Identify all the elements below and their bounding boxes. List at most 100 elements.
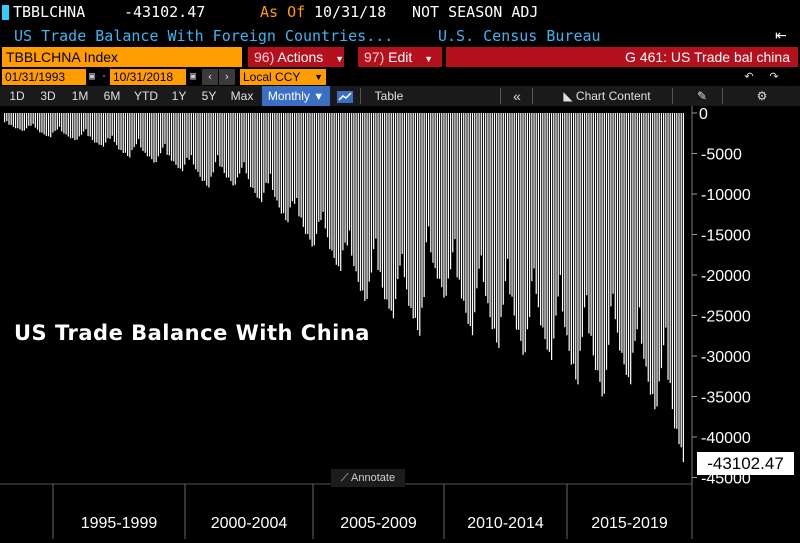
chart-bar: [397, 113, 399, 280]
frequency-dropdown[interactable]: Monthly ▼: [262, 86, 330, 106]
chart-bar: [285, 113, 287, 221]
line-chart-icon[interactable]: [334, 86, 356, 106]
chart-bar: [322, 113, 324, 212]
edit-menu-button[interactable]: 97) Edit ▼: [358, 47, 442, 67]
edit-chart-icon[interactable]: ✎: [696, 89, 708, 103]
chart-bar: [489, 113, 491, 318]
chart-bar: [390, 113, 392, 311]
chart-bar: [502, 113, 504, 305]
chart-bar: [406, 113, 408, 290]
period-3d-button[interactable]: 3D: [40, 89, 56, 103]
table-button[interactable]: Table: [374, 89, 404, 103]
chart-bar: [665, 113, 667, 328]
calendar-icon[interactable]: ▣: [189, 71, 197, 82]
chart-bar: [208, 113, 210, 188]
chart-bar: [177, 113, 179, 168]
chart-bar: [157, 113, 159, 157]
chart-bar: [8, 113, 10, 125]
chart-bar: [581, 113, 583, 337]
chart-bar: [546, 113, 548, 350]
gear-icon[interactable]: ⚙: [756, 89, 768, 103]
period-1m-button[interactable]: 1M: [71, 89, 89, 103]
actions-menu-button[interactable]: 96) Actions ▼: [248, 47, 344, 67]
period-max-button[interactable]: Max: [230, 89, 254, 103]
chart-bar: [135, 113, 138, 145]
chart-bar: [89, 113, 91, 137]
chart-bar: [487, 113, 489, 304]
chart-bar: [656, 113, 658, 407]
toolbar-divider: [672, 88, 673, 104]
chart-bar: [32, 113, 34, 124]
chart-bar: [366, 113, 368, 299]
period-1d-button[interactable]: 1D: [9, 89, 25, 103]
chart-bar: [274, 113, 276, 197]
chart-bar: [96, 113, 98, 143]
chart-bar: [4, 113, 6, 123]
chart-bar: [346, 113, 348, 246]
currency-dropdown[interactable]: Local CCY ▼: [240, 69, 326, 85]
chart-bar: [122, 113, 124, 153]
redo-icon[interactable]: ↷: [769, 70, 779, 83]
chart-bar: [293, 113, 296, 204]
chart-content-button[interactable]: ◣ Chart Content: [552, 86, 662, 106]
period-5y-button[interactable]: 5Y: [201, 89, 217, 103]
collapse-panel-icon[interactable]: «: [513, 88, 521, 104]
chart-bar: [482, 113, 485, 283]
toolbar-divider: [500, 88, 501, 104]
export-icon[interactable]: ⇤: [775, 28, 787, 44]
chart-area[interactable]: 0 -5000 -10000 -15000 -20000 -25000 -30000 -350…: [0, 106, 800, 539]
end-date-field[interactable]: 10/31/2018: [110, 69, 186, 85]
chart-bar: [109, 113, 111, 139]
chart-bar: [548, 113, 551, 352]
chart-bar: [56, 113, 58, 130]
period-6m-button[interactable]: 6M: [103, 89, 121, 103]
chart-bar: [36, 113, 39, 130]
chart-bar: [186, 113, 188, 158]
chart-bar: [291, 113, 293, 202]
chart-bar: [315, 113, 318, 234]
chart-bar: [511, 113, 513, 297]
undo-icon[interactable]: ↶: [744, 70, 754, 83]
chart-bar: [529, 113, 531, 318]
chart-bar: [329, 113, 331, 249]
dash-separator: -: [100, 71, 108, 82]
graph-title-bar: G 461: US Trade bal china: [446, 47, 798, 67]
chart-bar: [188, 113, 190, 160]
last-value: -43102.47: [124, 3, 206, 21]
annotate-button[interactable]: ⟋ Annotate: [331, 469, 405, 487]
calendar-icon[interactable]: ▣: [88, 71, 96, 82]
security-field[interactable]: TBBLCHNA Index: [2, 47, 242, 67]
chart-bar: [223, 113, 225, 174]
chart-bar: [282, 113, 285, 214]
chart-bar: [102, 113, 105, 147]
start-date-field[interactable]: 01/31/1993: [2, 69, 86, 85]
period-ytd-button[interactable]: YTD: [134, 89, 158, 103]
chart-bar: [467, 113, 469, 324]
chart-bar: [531, 113, 533, 282]
y-tick-label: -35000: [701, 390, 751, 407]
chart-bar: [660, 113, 663, 369]
chart-bar: [614, 113, 616, 320]
y-tick-label: -15000: [701, 228, 751, 245]
chevron-left-icon[interactable]: ‹: [202, 69, 218, 85]
ticker-code[interactable]: TBBLCHNA: [13, 3, 86, 21]
chart-bar: [276, 113, 278, 201]
chart-bar: [304, 113, 307, 234]
chart-bar: [140, 113, 142, 148]
x-tick-label: 2010-2014: [467, 515, 544, 532]
period-1y-button[interactable]: 1Y: [171, 89, 187, 103]
chart-bar: [526, 113, 529, 330]
chart-bar: [436, 113, 438, 279]
chart-bar: [577, 113, 579, 385]
command-cursor[interactable]: [2, 5, 9, 20]
chart-bar: [230, 113, 232, 182]
chevron-right-icon[interactable]: ›: [219, 69, 235, 85]
bar-chart[interactable]: 0 -5000 -10000 -15000 -20000 -25000 -30000 -350…: [0, 106, 800, 539]
chart-bar: [221, 113, 223, 168]
security-bar: TBBLCHNA Index 96) Actions ▼ 97) Edit ▼ …: [0, 47, 800, 68]
chart-bar: [50, 113, 52, 138]
chart-content-icon: ◣: [563, 89, 573, 103]
chart-bar: [331, 113, 333, 251]
chart-bar: [309, 113, 311, 240]
y-tick-label: -5000: [701, 147, 742, 164]
